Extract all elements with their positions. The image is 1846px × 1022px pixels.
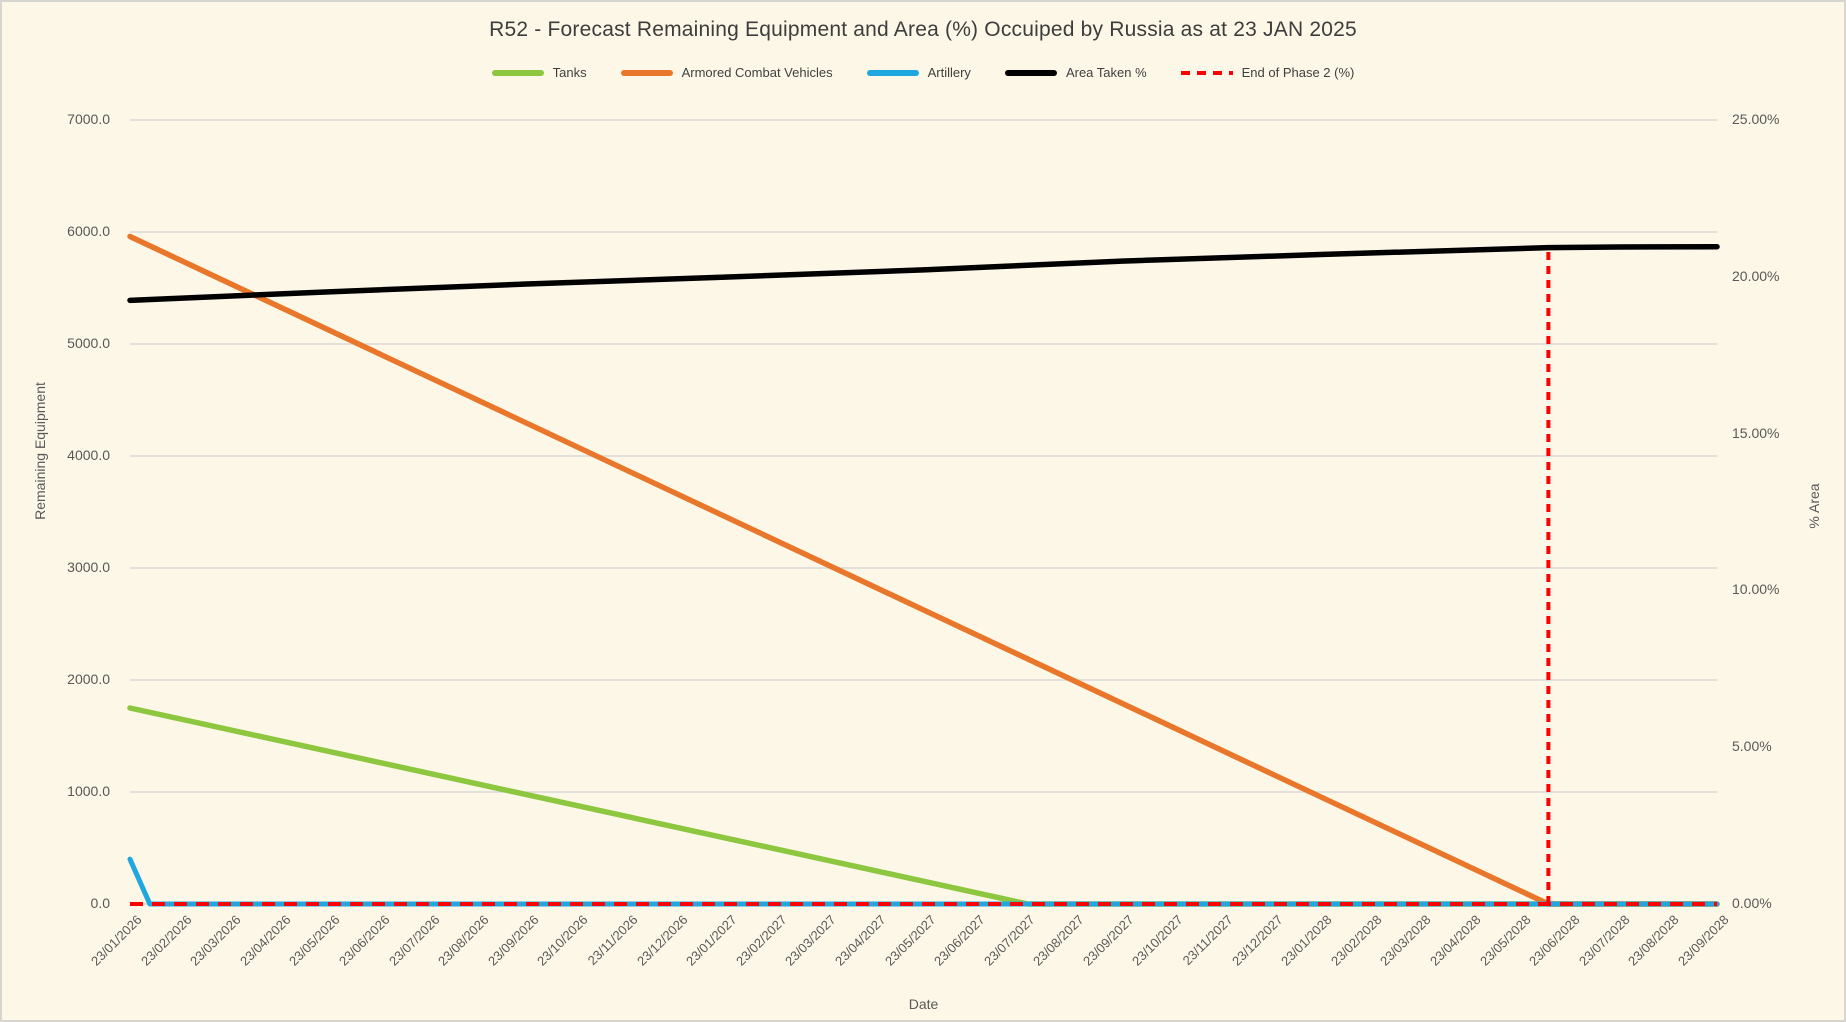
legend-swatch xyxy=(1004,69,1057,76)
right-axis-tick-label: 25.00% xyxy=(1732,111,1780,127)
legend-item-tanks: Tanks xyxy=(491,65,587,80)
left-axis-tick-label: 1000.0 xyxy=(67,783,110,799)
left-axis-tick-label: 5000.0 xyxy=(67,335,110,351)
legend-swatch xyxy=(491,69,544,76)
legend-swatch xyxy=(866,69,919,76)
left-axis-tick-label: 6000.0 xyxy=(67,223,110,239)
legend-label: Tanks xyxy=(552,65,587,80)
legend-label: End of Phase 2 (%) xyxy=(1241,65,1355,80)
right-axis-title: % Area xyxy=(1806,483,1822,529)
legend-item-area-taken-: Area Taken % xyxy=(1004,65,1147,80)
legend-item-armored-combat-vehicles: Armored Combat Vehicles xyxy=(620,65,833,80)
right-axis-tick-label: 15.00% xyxy=(1732,424,1780,441)
legend-swatch xyxy=(620,69,673,76)
left-axis-tick-label: 3000.0 xyxy=(67,559,110,575)
series-line-tanks xyxy=(127,705,1720,907)
legend-label: Area Taken % xyxy=(1065,65,1147,80)
chart-title: R52 - Forecast Remaining Equipment and A… xyxy=(489,18,1357,41)
series-line-area-taken- xyxy=(127,243,1720,304)
left-axis-tick-label: 4000.0 xyxy=(67,447,110,463)
right-axis-tick-label: 20.00% xyxy=(1732,267,1780,284)
legend: Tanks Armored Combat Vehicles Artillery Are… xyxy=(2,65,1844,80)
right-axis-tick-label: 10.00% xyxy=(1732,581,1780,598)
left-axis-tick-label: 2000.0 xyxy=(67,671,110,687)
x-axis-tick-label: 23/01/2026 xyxy=(87,912,145,969)
left-axis-tick-label: 0.0 xyxy=(90,895,110,911)
legend-item-end-of-phase-2-: End of Phase 2 (%) xyxy=(1180,65,1355,80)
series-line-armored-combat-vehicles xyxy=(127,233,1720,907)
right-axis-tick-label: 0.00% xyxy=(1732,895,1772,911)
plot-area xyxy=(127,119,1720,907)
left-axis-tick-label: 7000.0 xyxy=(67,111,110,127)
legend-item-artillery: Artillery xyxy=(866,65,971,80)
legend-label: Artillery xyxy=(927,65,971,80)
x-axis-title: Date xyxy=(908,996,939,1012)
right-axis-tick-label: 5.00% xyxy=(1732,738,1772,755)
legend-swatch xyxy=(1180,70,1233,75)
legend-label: Armored Combat Vehicles xyxy=(681,65,833,80)
